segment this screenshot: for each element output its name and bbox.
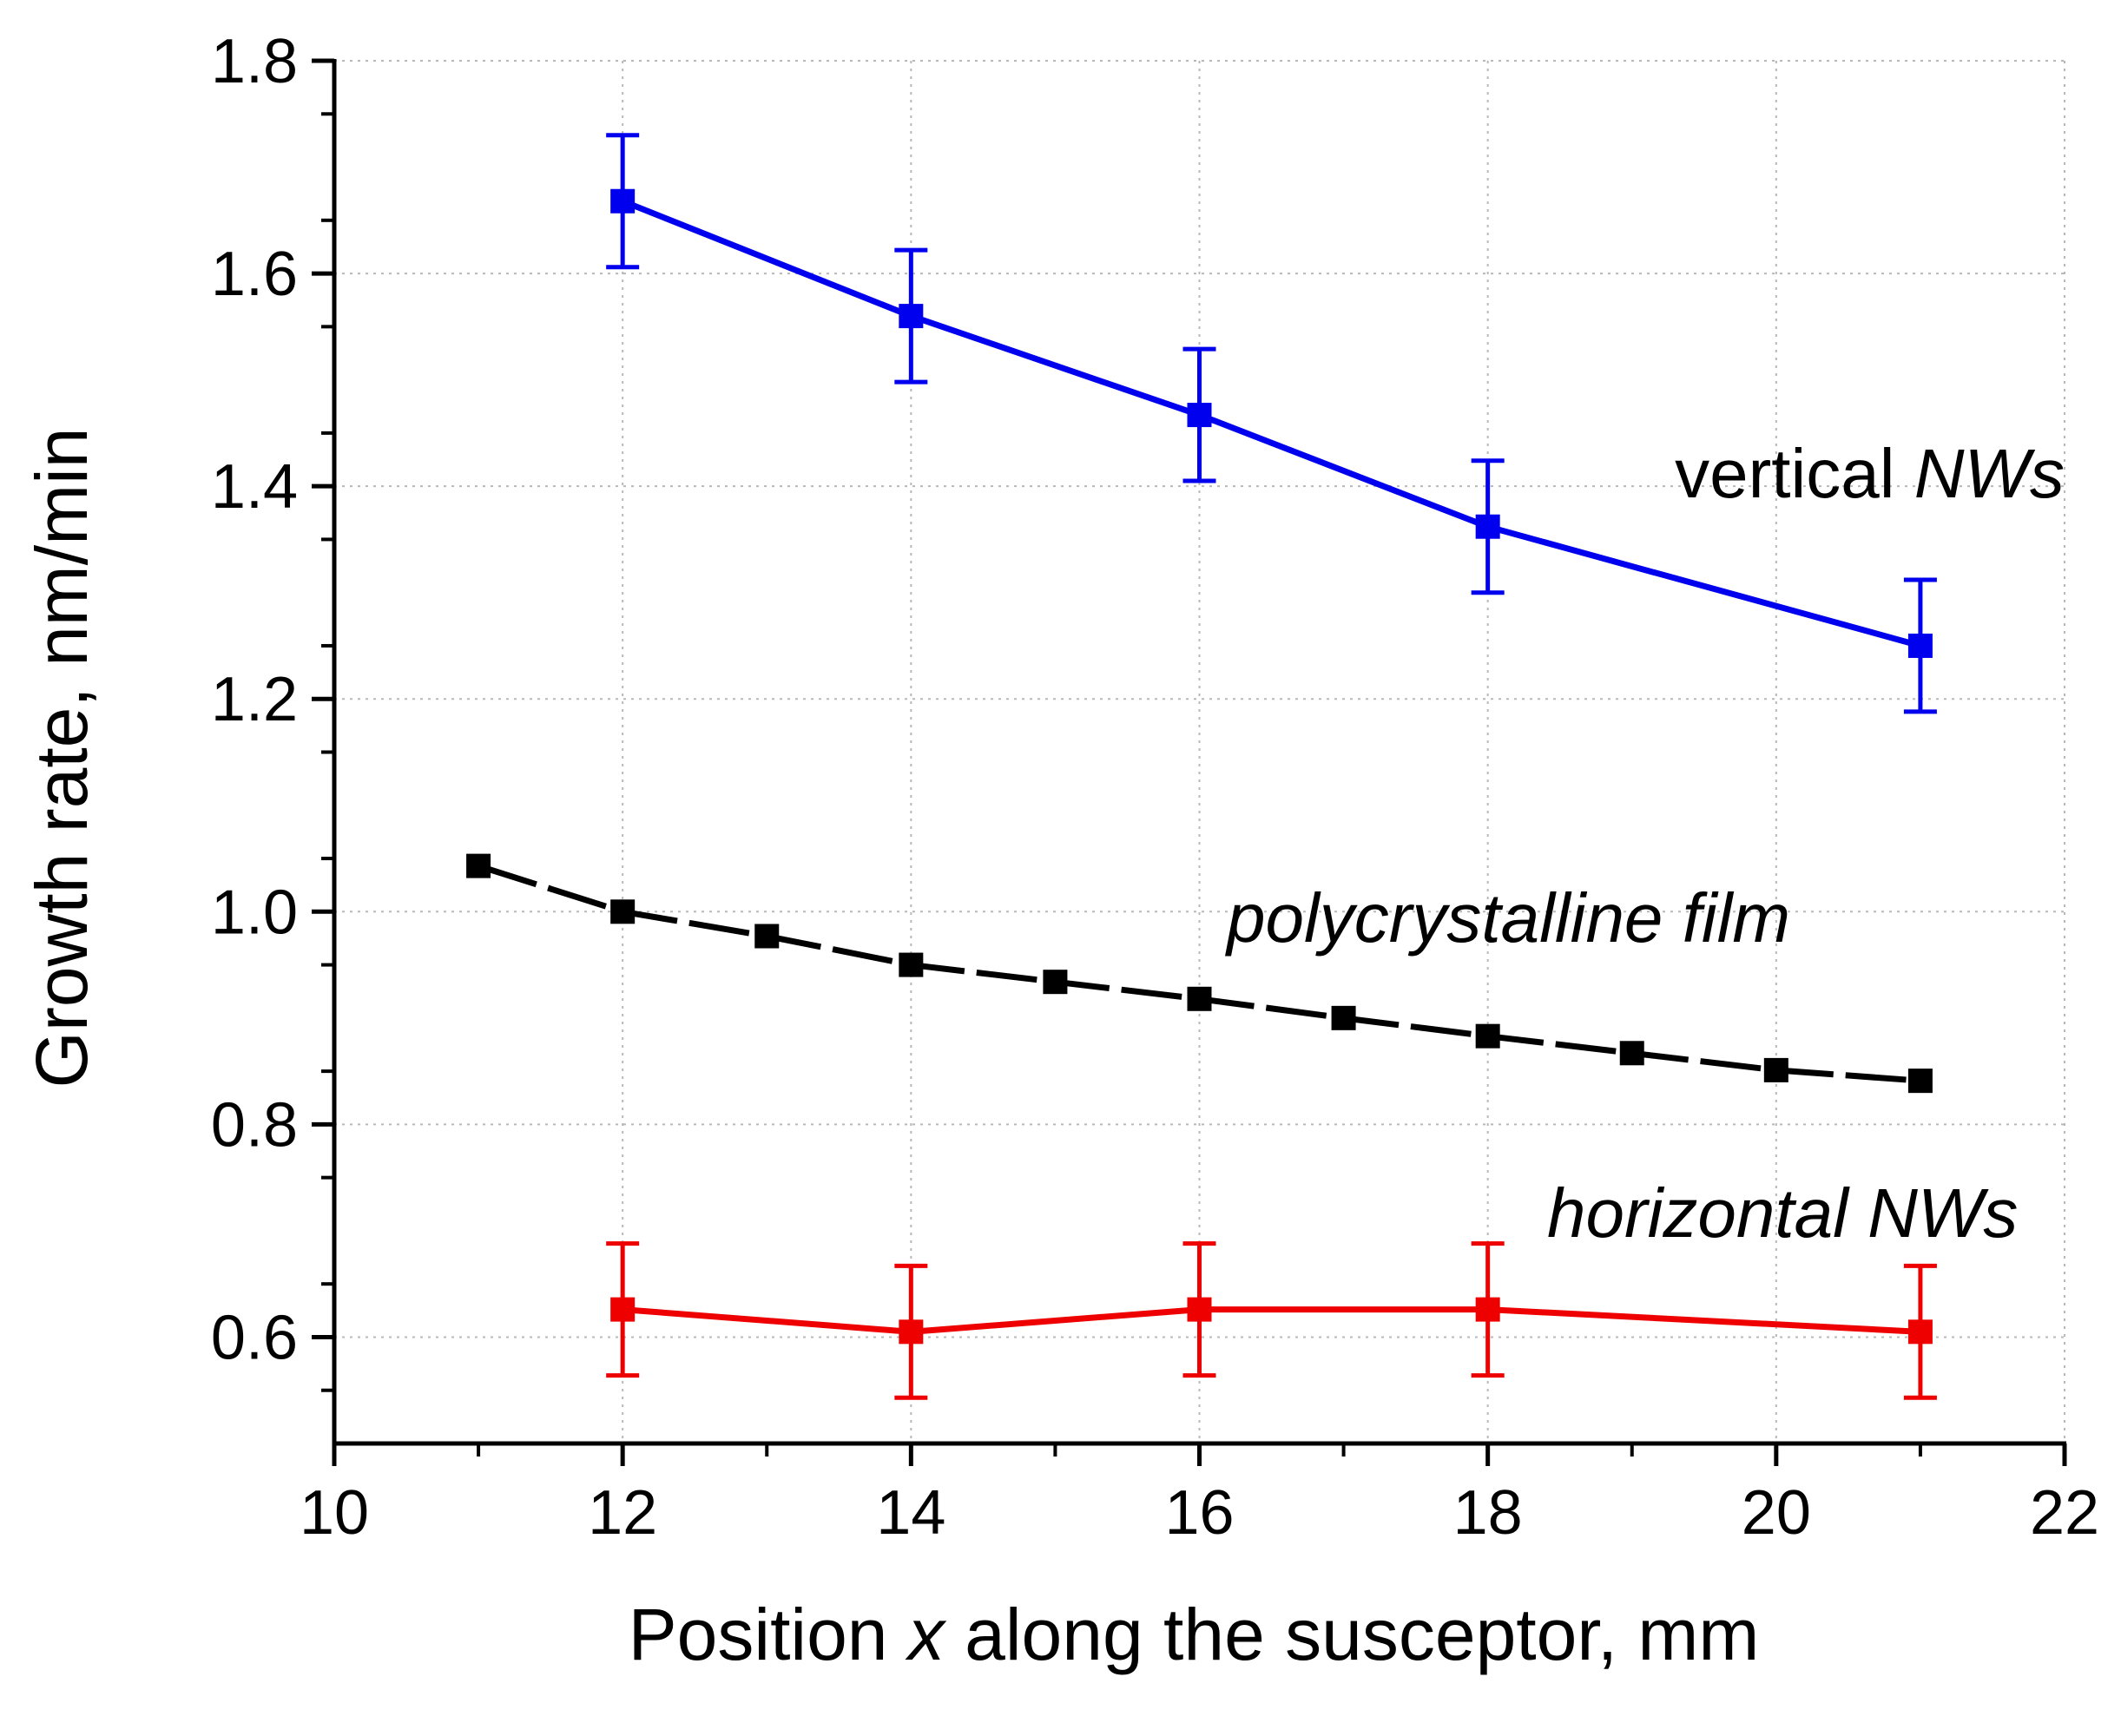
axes <box>312 58 2067 1466</box>
series-label-vertical: vertical NWs <box>1675 435 2065 512</box>
x-axis-title-suffix: along the susceptor, mm <box>945 1594 1759 1675</box>
data-point <box>1187 986 1212 1011</box>
y-tick-label: 1.0 <box>211 878 298 947</box>
series-line-horizontal <box>622 1306 1921 1335</box>
data-point <box>610 899 636 924</box>
y-tick-label: 1.4 <box>211 452 298 522</box>
data-point <box>1475 1023 1500 1049</box>
data-point <box>1475 514 1500 539</box>
data-point <box>1907 1069 1933 1094</box>
data-point <box>1475 1297 1500 1322</box>
data-point <box>754 924 780 949</box>
series-label-polycrystalline: polycrystalline film <box>1225 879 1790 957</box>
x-axis-title-prefix: Position <box>629 1594 908 1675</box>
y-tick-label: 0.8 <box>211 1090 298 1160</box>
series-label-horizontal: horizontal NWs <box>1547 1174 2018 1252</box>
data-point <box>1331 1005 1356 1030</box>
x-tick-label: 18 <box>1453 1478 1523 1548</box>
y-axis-title: Growth rate, nm/min <box>21 428 102 1088</box>
data-point <box>1763 1057 1788 1082</box>
tick-labels: 10 12 14 16 18 20 22 0.6 0.8 1.0 1.2 1.4 1.6 1.8 <box>211 27 2099 1548</box>
series-horizontal <box>606 1241 1937 1400</box>
data-point <box>1619 1041 1644 1066</box>
data-point <box>899 1319 924 1345</box>
series-vertical <box>606 133 1937 714</box>
series-line-vertical <box>621 198 1921 649</box>
x-tick-label: 12 <box>588 1478 657 1548</box>
data-point <box>1187 403 1212 428</box>
data-point <box>1907 1319 1933 1345</box>
x-axis-title-variable: x <box>905 1594 947 1675</box>
x-tick-label: 14 <box>876 1478 945 1548</box>
y-tick-label: 1.6 <box>211 240 298 309</box>
data-point <box>1043 970 1068 995</box>
data-point <box>899 952 924 977</box>
y-tick-label: 0.6 <box>211 1303 298 1372</box>
series-label-vertical-plain: vertical <box>1675 435 1914 512</box>
y-tick-label: 1.8 <box>211 27 298 96</box>
data-point <box>610 188 636 214</box>
x-tick-label: 16 <box>1164 1478 1234 1548</box>
y-tick-label: 1.2 <box>211 665 298 734</box>
data-point <box>466 853 491 878</box>
series-polycrystalline <box>466 853 1933 1094</box>
data-point <box>610 1297 636 1322</box>
data-point <box>899 304 924 329</box>
data-point <box>1907 633 1933 658</box>
x-tick-label: 10 <box>300 1478 369 1548</box>
data-point <box>1187 1297 1212 1322</box>
x-tick-label: 20 <box>1742 1478 1811 1548</box>
series-label-vertical-italic: NWs <box>1914 435 2065 512</box>
x-tick-label: 22 <box>2030 1478 2099 1548</box>
x-axis-title: Position x along the susceptor, mm <box>629 1594 1760 1675</box>
series-layer <box>466 133 1937 1400</box>
